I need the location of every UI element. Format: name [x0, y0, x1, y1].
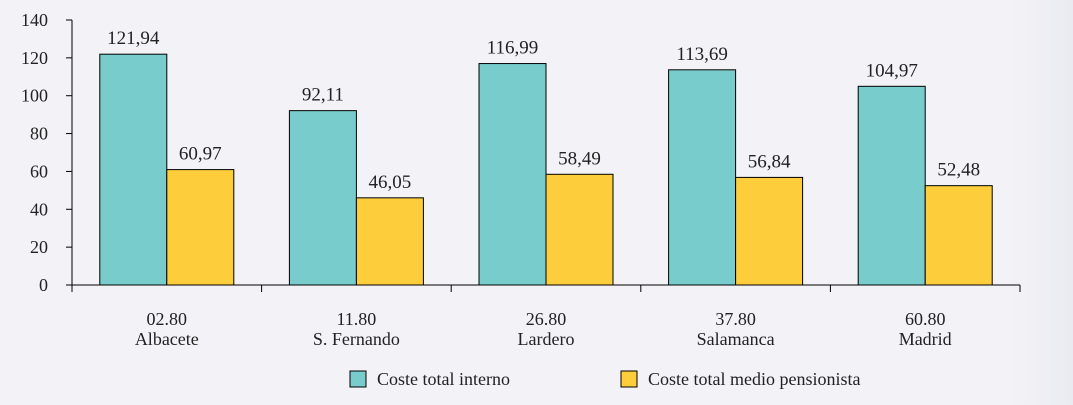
y-tick-label: 100 — [21, 86, 48, 106]
data-label: 52,48 — [937, 160, 980, 181]
legend: Coste total interno Coste total medio pen… — [349, 369, 860, 389]
x-category-label: Salamanca — [697, 329, 775, 349]
bar-coste-total-medio-pensionista — [924, 185, 993, 286]
legend-label: Coste total interno — [377, 369, 510, 389]
bar-coste-total-medio-pensionista — [355, 197, 424, 286]
data-label: 46,05 — [369, 172, 412, 193]
legend-swatch — [620, 370, 638, 388]
legend-label: Coste total medio pensionista — [648, 369, 860, 389]
bar-coste-total-interno — [99, 53, 168, 286]
data-label: 104,97 — [866, 60, 918, 81]
bars: 121,94 60,97 92,11 46,05 116,99 58,49 113,69 56… — [99, 28, 993, 286]
x-category-label: 60.80 — [905, 309, 946, 329]
bar-coste-total-interno — [478, 63, 547, 286]
x-category-label: 37.80 — [715, 309, 756, 329]
legend-swatch — [349, 370, 367, 388]
y-tick-label: 60 — [30, 161, 48, 181]
x-category-label: 11.80 — [336, 309, 376, 329]
y-tick-label: 120 — [21, 48, 48, 68]
data-label: 58,49 — [558, 148, 601, 169]
x-category-label: 26.80 — [526, 309, 567, 329]
x-category-label: Madrid — [899, 329, 952, 349]
y-tick-label: 40 — [30, 199, 48, 219]
bar-coste-total-interno — [668, 69, 737, 286]
bar-coste-total-medio-pensionista — [545, 173, 614, 286]
x-category-label: S. Fernando — [313, 329, 400, 349]
y-tick-label: 20 — [30, 237, 48, 257]
x-category-label: Lardero — [518, 329, 575, 349]
bar-coste-total-medio-pensionista — [735, 176, 804, 286]
data-label: 116,99 — [487, 38, 539, 59]
data-label: 113,69 — [676, 44, 728, 65]
bar-coste-total-interno — [288, 110, 357, 286]
data-label: 60,97 — [179, 144, 222, 165]
data-label: 92,11 — [302, 85, 344, 106]
y-axis: 0 20 40 60 80 100 120 140 — [21, 10, 73, 295]
bar-coste-total-medio-pensionista — [166, 169, 235, 286]
data-label: 121,94 — [107, 28, 160, 49]
y-tick-label: 80 — [30, 124, 48, 144]
data-label: 56,84 — [748, 151, 791, 172]
y-tick-label: 140 — [21, 10, 48, 30]
y-tick-label: 0 — [39, 275, 48, 295]
bar-coste-total-interno — [857, 85, 926, 286]
x-category-label: Albacete — [135, 329, 199, 349]
x-category-label: 02.80 — [147, 309, 188, 329]
